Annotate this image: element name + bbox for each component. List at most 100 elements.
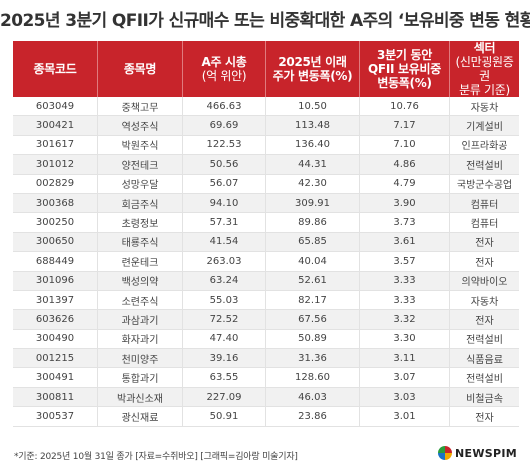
price-change-cell: 44.31 [265,154,360,175]
market-cap-cell: 41.54 [182,232,266,253]
market-cap-cell: 57.31 [182,212,266,233]
header-line: QFII 보유비중 [368,62,441,76]
price-change-cell: 31.36 [265,348,360,369]
market-cap-cell: 69.69 [182,115,266,136]
stock-name-cell: 소련주식 [97,290,183,311]
price-change-cell: 136.40 [265,135,360,156]
stock-code-cell: 300421 [13,115,98,136]
header-line: 변동폭(%) [377,76,432,90]
column-header: A주 시총 (억 위안) [182,41,266,97]
stock-code-cell: 301617 [13,135,98,156]
qfii-change-cell: 3.01 [359,406,450,427]
footnote: *기준: 2025년 10월 31일 종가 [자료=수쥐바오] [그래픽=김아랑… [14,452,298,462]
stock-name-cell: 통합과기 [97,367,183,388]
price-change-cell: 89.86 [265,212,360,233]
price-change-cell: 40.04 [265,251,360,272]
market-cap-cell: 39.16 [182,348,266,369]
table-row: 002829 성망우달 56.07 42.30 4.79 국방군수공업 [13,174,519,194]
table-row: 301397 소련주식 55.03 82.17 3.33 자동차 [13,290,519,311]
table-row: 300490 화자과기 47.40 50.89 3.30 전력설비 [13,329,519,350]
market-cap-cell: 227.09 [182,387,266,408]
price-change-cell: 23.86 [265,406,360,427]
stock-code-cell: 002829 [13,174,98,194]
qfii-change-cell: 3.30 [359,329,450,350]
table-row: 301617 박원주식 122.53 136.40 7.10 인프라화공 [13,135,519,156]
stock-code-cell: 603049 [13,97,98,117]
sector-cell: 의약바이오 [449,271,519,291]
column-header: 종목명 [97,41,183,97]
market-cap-cell: 63.55 [182,367,266,388]
market-cap-cell: 72.52 [182,309,266,330]
qfii-change-cell: 4.86 [359,154,450,175]
column-header: 2025년 이래 주가 변동폭(%) [265,41,360,97]
price-change-cell: 309.91 [265,193,360,214]
price-change-cell: 42.30 [265,174,360,194]
stock-name-cell: 과삼과기 [97,309,183,330]
table-row: 301012 양전테크 50.56 44.31 4.86 전력설비 [13,154,519,175]
table-row: 301096 백성의약 63.24 52.61 3.33 의약바이오 [13,271,519,291]
table-row: 300421 역성주식 69.69 113.48 7.17 기계설비 [13,115,519,136]
stock-name-cell: 역성주식 [97,115,183,136]
stock-code-cell: 301397 [13,290,98,311]
table-body: 603049 중책고무 466.63 10.50 10.76 자동차 300421 역성주식 6… [13,97,519,427]
table-row: 300650 태룡주식 41.54 65.85 3.61 전자 [13,232,519,253]
market-cap-cell: 56.07 [182,174,266,194]
stock-name-cell: 태룡주식 [97,232,183,253]
sector-cell: 기계설비 [449,115,519,136]
stock-name-cell: 백성의약 [97,271,183,291]
market-cap-cell: 55.03 [182,290,266,311]
qfii-change-cell: 3.32 [359,309,450,330]
table-row: 603626 과삼과기 72.52 67.56 3.32 전자 [13,309,519,330]
qfii-change-cell: 3.61 [359,232,450,253]
stock-name-cell: 천미양주 [97,348,183,369]
stock-name-cell: 초령정보 [97,212,183,233]
table-row: 603049 중책고무 466.63 10.50 10.76 자동차 [13,97,519,117]
header-line: 종목코드 [33,62,77,76]
sector-cell: 전자 [449,309,519,330]
stock-code-cell: 001215 [13,348,98,369]
stock-code-cell: 300650 [13,232,98,253]
qfii-change-cell: 7.10 [359,135,450,156]
data-table: 종목코드 종목명 A주 시총 (억 위안) 2025년 이래 주가 변동폭(%)… [13,41,519,427]
newspim-logo-icon [438,446,453,460]
sector-cell: 자동차 [449,97,519,117]
market-cap-cell: 50.56 [182,154,266,175]
sector-cell: 전자 [449,406,519,427]
price-change-cell: 67.56 [265,309,360,330]
page-title: 2025년 3분기 QFII가 신규매수 또는 비중확대한 A주의 ‘보유비중 … [0,11,530,31]
header-line: 분류 기준) [459,83,510,97]
sector-cell: 전자 [449,251,519,272]
publisher-logo: NEWSPIM [438,446,517,460]
qfii-change-cell: 3.03 [359,387,450,408]
stock-code-cell: 300811 [13,387,98,408]
column-header: 3분기 동안 QFII 보유비중 변동폭(%) [359,41,450,97]
stock-name-cell: 련운테크 [97,251,183,272]
column-header: 종목코드 [13,41,98,97]
table-row: 688449 련운테크 263.03 40.04 3.57 전자 [13,251,519,272]
market-cap-cell: 63.24 [182,271,266,291]
sector-cell: 전자 [449,232,519,253]
header-line: 섹터 [473,41,496,55]
stock-code-cell: 301012 [13,154,98,175]
header-line: (신만굉원증권 [455,55,514,83]
stock-code-cell: 301096 [13,271,98,291]
table-row: 001215 천미양주 39.16 31.36 3.11 식품음료 [13,348,519,369]
logo-text: NEWSPIM [455,446,517,460]
qfii-change-cell: 3.73 [359,212,450,233]
sector-cell: 컴퓨터 [449,193,519,214]
stock-code-cell: 300490 [13,329,98,350]
header-line: 주가 변동폭(%) [272,69,353,83]
stock-name-cell: 광신재료 [97,406,183,427]
sector-cell: 국방군수공업 [449,174,519,194]
stock-code-cell: 603626 [13,309,98,330]
qfii-change-cell: 4.79 [359,174,450,194]
stock-code-cell: 300368 [13,193,98,214]
qfii-change-cell: 3.07 [359,367,450,388]
market-cap-cell: 263.03 [182,251,266,272]
header-line: A주 시총 [201,55,247,69]
stock-name-cell: 박원주식 [97,135,183,156]
stock-name-cell: 박과신소재 [97,387,183,408]
table-row: 300368 회금주식 94.10 309.91 3.90 컴퓨터 [13,193,519,214]
stock-name-cell: 성망우달 [97,174,183,194]
sector-cell: 컴퓨터 [449,212,519,233]
